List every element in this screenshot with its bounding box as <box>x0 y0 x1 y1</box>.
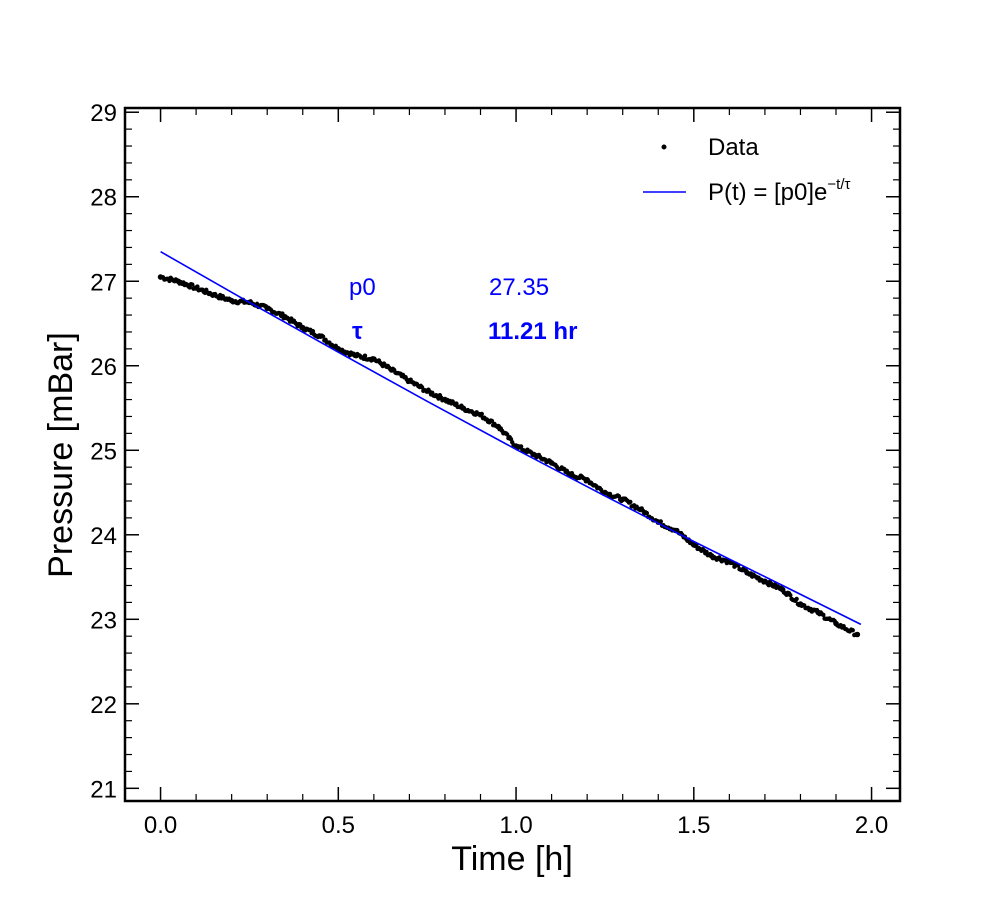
data-point-dense <box>832 618 837 624</box>
legend-fit-label-superscript: −t/τ <box>827 176 850 193</box>
data-point-dense <box>504 432 510 437</box>
legend-data-marker <box>661 144 667 150</box>
y-tick-label: 26 <box>90 354 117 381</box>
param-p0-label: p0 <box>349 274 376 301</box>
data-point-dense <box>616 494 622 499</box>
legend-data-label: Data <box>708 134 759 161</box>
data-point-dense <box>479 411 484 417</box>
param-tau-value: 11.21 hr <box>488 318 577 345</box>
data-point-dense <box>794 596 799 602</box>
data-point-dense <box>419 385 425 390</box>
y-tick-label: 22 <box>90 692 117 719</box>
data-point-dense <box>298 322 303 327</box>
data-point-dense <box>310 328 316 334</box>
x-tick-label: 2.0 <box>855 812 888 839</box>
data-point-dense <box>821 612 826 618</box>
data-layer <box>157 274 861 638</box>
data-point-dense <box>850 628 855 633</box>
data-point-dense <box>743 568 749 573</box>
y-tick-label: 27 <box>90 269 117 296</box>
x-tick-label: 1.5 <box>677 812 710 839</box>
data-point-dense <box>788 593 793 598</box>
data-point-dense <box>454 401 459 406</box>
fit-line <box>160 251 862 626</box>
legend-fit-label-main: P(t) = [p0]e <box>708 179 827 206</box>
data-point-dense <box>489 418 495 424</box>
y-tick-label: 24 <box>90 523 117 550</box>
y-tick-label: 29 <box>90 100 117 127</box>
param-tau-label: τ <box>352 318 363 345</box>
data-point-dense <box>814 607 820 613</box>
fit-layer <box>160 251 862 626</box>
data-point-dense <box>280 311 285 316</box>
data-point-dense <box>362 353 368 358</box>
data-point-dense <box>853 632 859 637</box>
param-p0-value: 27.35 <box>489 274 549 301</box>
legend: Data P(t) = [p0]e−t/τ <box>643 134 850 206</box>
y-tick-label: 21 <box>90 776 117 803</box>
data-point-dense <box>333 343 338 349</box>
data-point-dense <box>195 284 200 289</box>
data-point-dense <box>644 510 650 516</box>
x-tick-label: 0.0 <box>144 812 177 839</box>
x-tick-label: 0.5 <box>322 812 355 839</box>
y-tick-label: 28 <box>90 185 117 212</box>
ticks-layer: 0.0 0.5 1.0 1.5 2.0 21 22 23 24 25 26 27 28 29 <box>90 100 900 839</box>
legend-fit-label: P(t) = [p0]e−t/τ <box>708 176 850 206</box>
fit-parameters: p0 27.35 τ 11.21 hr <box>349 274 577 345</box>
y-tick-label: 23 <box>90 607 117 634</box>
data-point-dense <box>628 499 633 505</box>
plot-frame <box>123 106 902 803</box>
data-point-dense <box>320 334 326 339</box>
data-point-dense <box>518 444 524 449</box>
data-point-dense <box>779 585 784 590</box>
y-axis-title: Pressure [mBar] <box>42 332 80 578</box>
data-point-dense <box>190 282 195 287</box>
data-point-dense <box>708 551 713 557</box>
y-tick-label: 25 <box>90 438 117 465</box>
data-point-dense <box>174 278 180 283</box>
x-axis-title: Time [h] <box>451 840 573 878</box>
x-tick-label: 1.0 <box>499 812 532 839</box>
data-point-dense <box>658 519 663 524</box>
